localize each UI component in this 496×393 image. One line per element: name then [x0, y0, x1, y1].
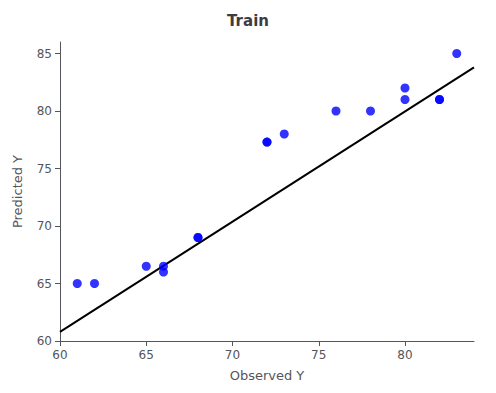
svg-text:70: 70 [225, 348, 240, 362]
svg-text:75: 75 [37, 162, 52, 176]
svg-text:80: 80 [397, 348, 412, 362]
svg-text:65: 65 [37, 277, 52, 291]
svg-text:70: 70 [37, 219, 52, 233]
svg-text:65: 65 [139, 348, 154, 362]
svg-text:75: 75 [311, 348, 326, 362]
svg-text:80: 80 [37, 104, 52, 118]
svg-text:60: 60 [37, 334, 52, 348]
svg-text:Train: Train [227, 12, 269, 30]
svg-text:85: 85 [37, 47, 52, 61]
svg-text:Predicted Y: Predicted Y [10, 155, 25, 228]
svg-text:Observed Y: Observed Y [230, 368, 305, 383]
svg-text:60: 60 [52, 348, 67, 362]
